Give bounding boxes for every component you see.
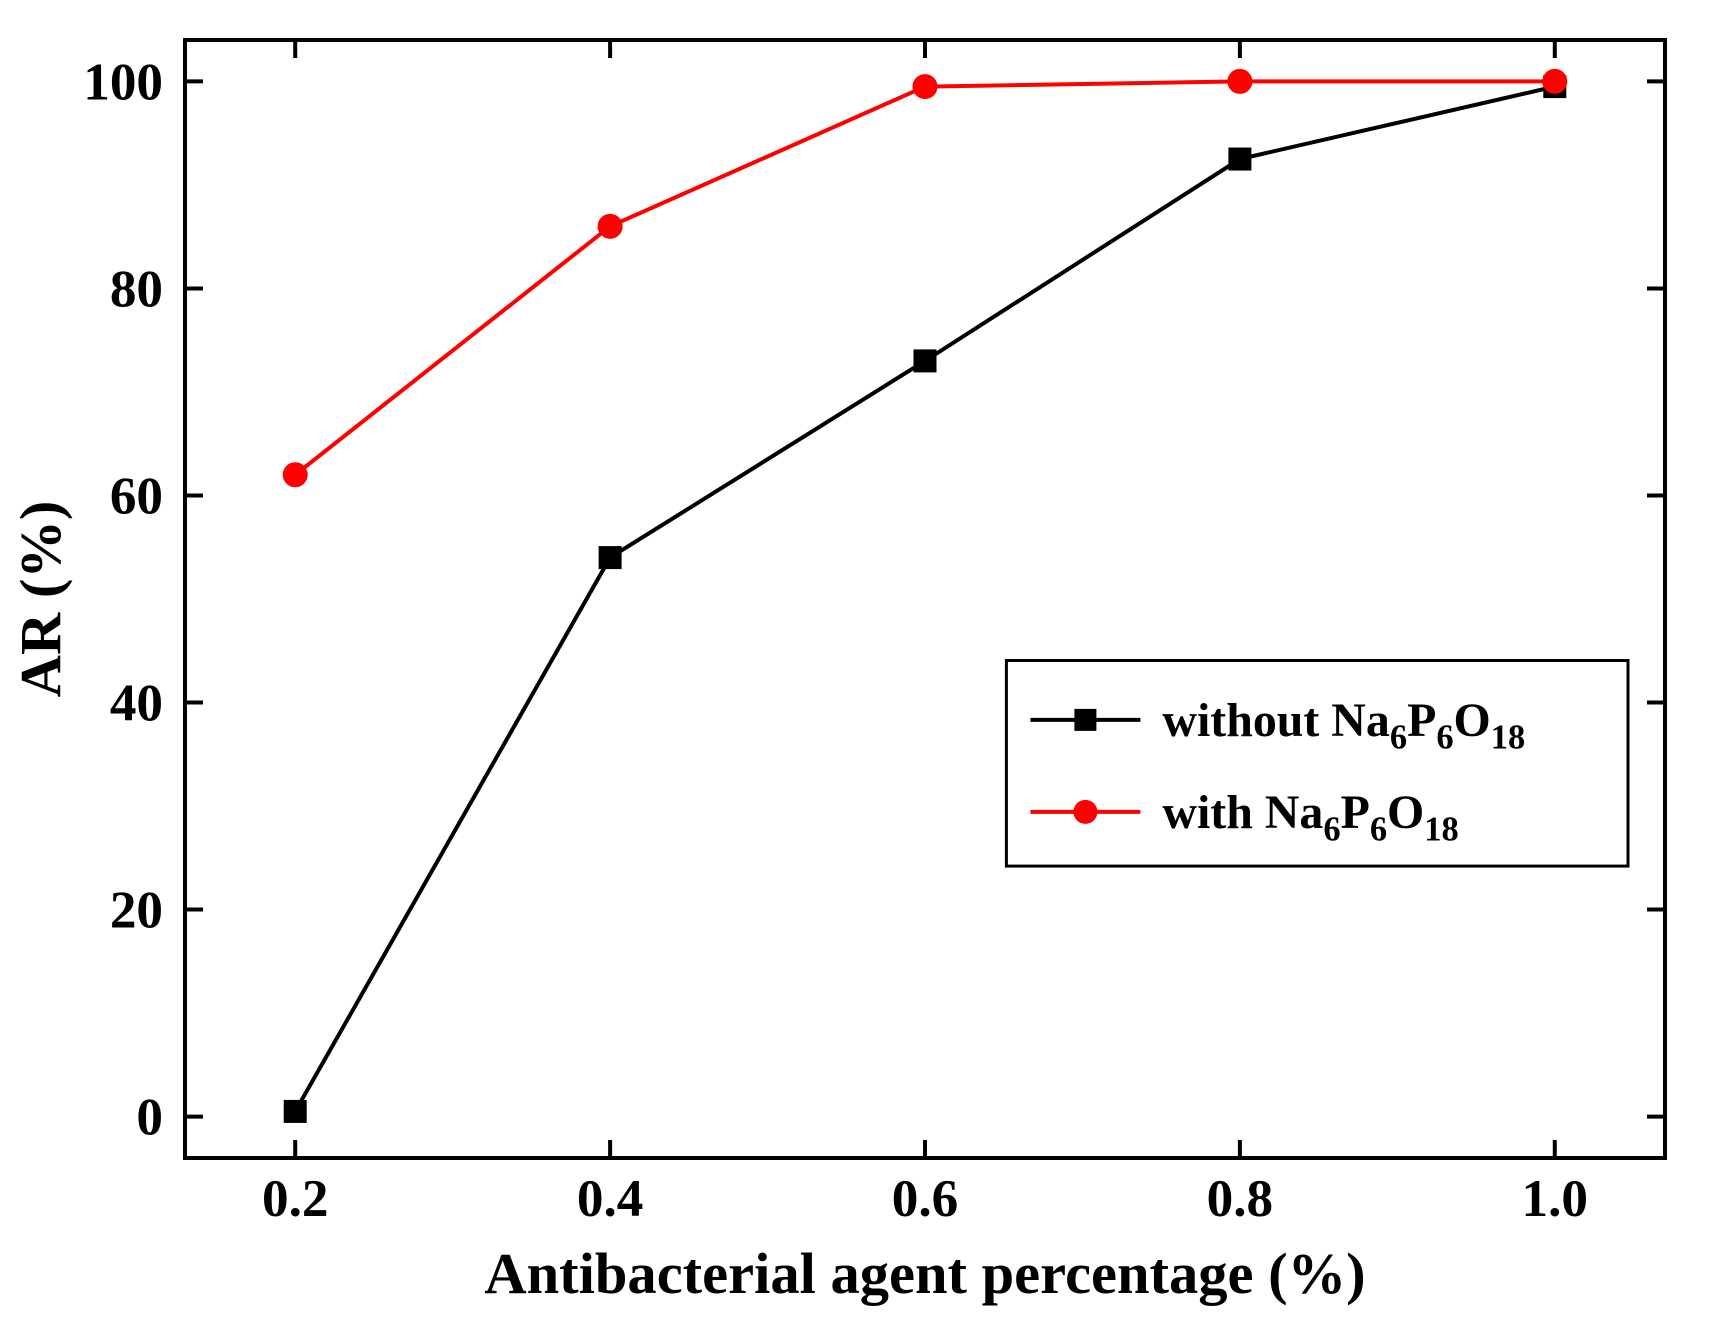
marker-with — [1543, 69, 1567, 93]
marker-without — [914, 350, 936, 372]
y-tick-label: 100 — [83, 52, 163, 111]
marker-without — [599, 547, 621, 569]
x-tick-label: 1.0 — [1522, 1169, 1588, 1228]
x-tick-label: 0.6 — [892, 1169, 958, 1228]
marker-with — [283, 463, 307, 487]
x-tick-label: 0.2 — [262, 1169, 328, 1228]
marker-with — [913, 75, 937, 99]
marker-with — [1228, 69, 1252, 93]
y-tick-label: 0 — [136, 1088, 163, 1147]
legend-marker-without — [1074, 709, 1096, 731]
y-tick-label: 20 — [110, 881, 163, 940]
x-tick-label: 0.4 — [577, 1169, 643, 1228]
y-axis-title: AR (%) — [8, 501, 73, 698]
marker-with — [598, 214, 622, 238]
line-chart: 0.2 0.4 0.6 0.8 1.0 0 20 40 60 80 100 Antibacterial… — [0, 0, 1715, 1318]
y-tick-label: 40 — [110, 674, 163, 733]
y-tick-label: 60 — [110, 466, 163, 525]
x-tick-label: 0.8 — [1207, 1169, 1273, 1228]
x-axis-title: Antibacterial agent percentage (%) — [484, 1241, 1365, 1306]
y-tick-label: 80 — [110, 259, 163, 318]
chart-container: 0.2 0.4 0.6 0.8 1.0 0 20 40 60 80 100 Antibacterial… — [0, 0, 1715, 1318]
marker-without — [1229, 148, 1251, 170]
marker-without — [284, 1100, 306, 1122]
legend-marker-with — [1073, 800, 1097, 824]
